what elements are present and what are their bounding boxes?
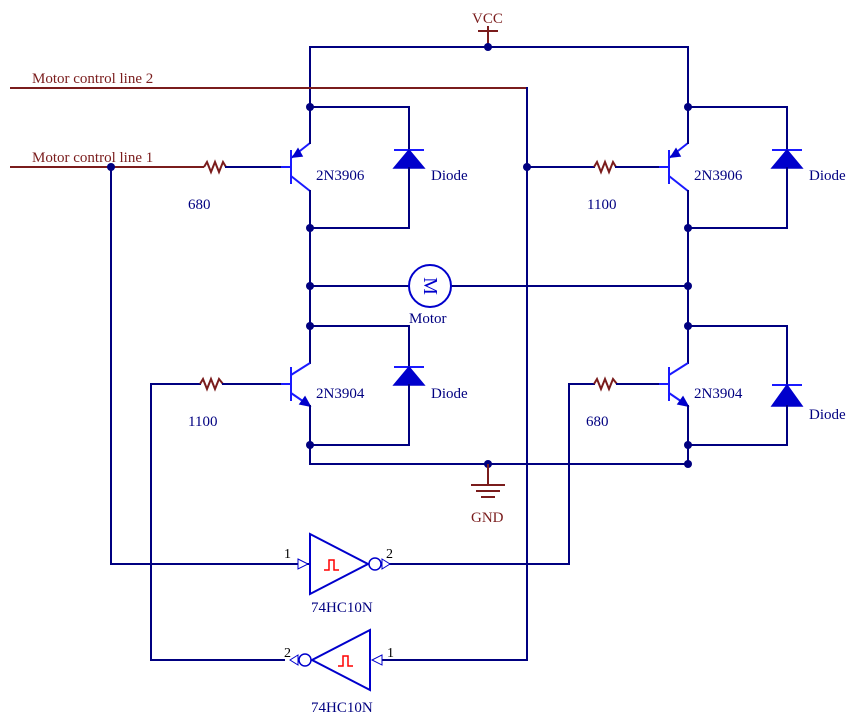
diode-bottom-left-label: Diode: [431, 386, 468, 402]
resistor-top-left: [200, 159, 282, 175]
motor-symbol: M: [419, 277, 441, 295]
resistor-bottom-left: [150, 376, 282, 661]
control-line-1-label: Motor control line 1: [32, 150, 153, 166]
wire: [687, 190, 788, 229]
motor-label: Motor: [409, 311, 447, 327]
resistor-bottom-right-value: 680: [586, 414, 609, 430]
transistor-top-left: [281, 142, 311, 192]
resistor-top-right-value: 1100: [587, 197, 616, 213]
gnd-label: GND: [471, 510, 504, 526]
junction-dot: [484, 43, 492, 51]
control-line-1-drop: [110, 166, 299, 565]
u2-name: 74HC10N: [311, 700, 373, 716]
junction-dot: [684, 441, 692, 449]
wire: [309, 190, 410, 229]
transistor-bottom-right-label: 2N3904: [694, 386, 743, 402]
resistor-bottom-right: [384, 376, 660, 565]
wire: [687, 106, 788, 151]
wire: [309, 106, 410, 151]
resistor-bottom-left-value: 1100: [188, 414, 217, 430]
ground-symbol: [471, 464, 505, 498]
wire: [687, 325, 788, 386]
transistor-top-right: [659, 142, 689, 192]
control-line-2-label: Motor control line 2: [32, 71, 153, 87]
u1-pin-out: 2: [386, 547, 393, 562]
inverter-u2: [289, 628, 383, 692]
diode-top-left-label: Diode: [431, 168, 468, 184]
diode-bottom-left: [392, 365, 426, 446]
u2-pin-out: 2: [284, 646, 291, 661]
transistor-bottom-right: [659, 362, 690, 408]
motor-icon: [408, 264, 452, 308]
transistor-top-left-label: 2N3906: [316, 168, 365, 184]
diode-top-right: [770, 148, 804, 229]
resistor-top-left-value: 680: [188, 197, 211, 213]
wire: [309, 325, 410, 368]
diode-top-left: [392, 148, 426, 229]
vcc-rail: [309, 46, 689, 108]
vcc-label: VCC: [472, 11, 503, 27]
diode-bottom-right: [770, 383, 804, 446]
resistor-top-right: [526, 159, 660, 175]
u1-pin-in: 1: [284, 547, 291, 562]
inverter-u1: [297, 532, 391, 596]
junction-dot: [306, 441, 314, 449]
u2-pin-in: 1: [387, 646, 394, 661]
wire: [309, 405, 689, 465]
transistor-bottom-left: [281, 362, 312, 408]
diode-top-right-label: Diode: [809, 168, 846, 184]
transistor-top-right-label: 2N3906: [694, 168, 743, 184]
diode-bottom-right-label: Diode: [809, 407, 846, 423]
u1-name: 74HC10N: [311, 600, 373, 616]
junction-dot: [684, 460, 692, 468]
transistor-bottom-left-label: 2N3904: [316, 386, 365, 402]
